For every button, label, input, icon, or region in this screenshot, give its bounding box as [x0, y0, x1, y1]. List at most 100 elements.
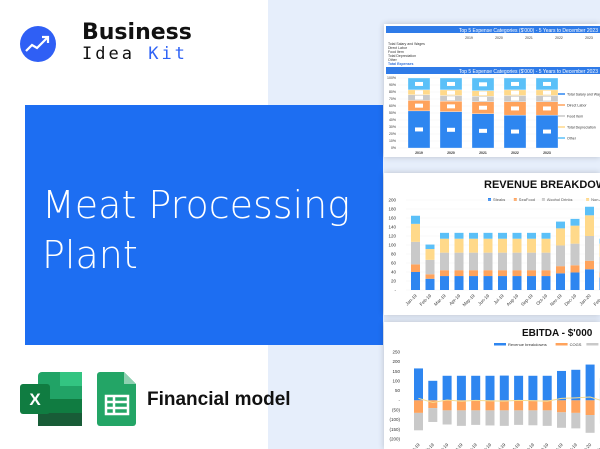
bar-segment [440, 238, 449, 253]
bar-segment [527, 270, 536, 277]
data-label-box [479, 105, 487, 110]
bar-segment [512, 232, 522, 239]
bar-segment [411, 241, 420, 265]
bar-cogs [514, 400, 524, 411]
bar-opex [542, 410, 552, 426]
y-tick: 100 [392, 379, 400, 384]
y-tick: (200) [389, 437, 400, 442]
bar-segment [570, 243, 580, 266]
legend-label: Steaks [493, 197, 505, 202]
bar-opex [485, 410, 495, 426]
bar-segment [556, 228, 565, 246]
bar-segment [425, 244, 435, 250]
bar-cogs [528, 400, 538, 411]
bar-cogs [414, 400, 423, 413]
bar-opex [442, 410, 452, 425]
bar-cogs [428, 400, 438, 409]
table-row-label: Total Depreciation [388, 54, 416, 58]
brand-kit: Kit [148, 44, 188, 64]
bar-revenue [571, 369, 581, 401]
expense-chart: Top 5 Expense Categories ($'000) - 5 Yea… [386, 26, 600, 155]
x-tick: 2020 [447, 151, 455, 155]
y-tick: 160 [388, 216, 396, 221]
table-row-label: Total Expenses [388, 62, 413, 66]
bar-segment [556, 221, 565, 229]
y-tick: 100% [387, 76, 396, 80]
x-tick: Jan-20 [578, 293, 592, 307]
y-tick: 100 [388, 243, 396, 248]
bar-segment [440, 232, 449, 239]
legend-label: SeaFood [519, 197, 535, 202]
excel-icon: X [20, 372, 82, 426]
bar-cogs [571, 400, 581, 413]
y-tick: 40% [389, 118, 396, 122]
bar-segment [425, 259, 435, 275]
table-year: 2021 [525, 36, 533, 40]
bar-segment [498, 238, 507, 253]
table-row-label: Food Item [388, 50, 404, 54]
legend-label: COGS [570, 342, 582, 347]
x-tick: 2021 [479, 151, 487, 155]
chart-title: EBITDA - $'000 [522, 328, 593, 339]
bar-segment [440, 252, 449, 271]
bar-segment [541, 276, 551, 290]
bar-segment [512, 238, 522, 253]
bar-revenue [557, 370, 566, 401]
bar-revenue [499, 375, 509, 401]
bar-segment [483, 238, 493, 253]
bar-segment [541, 270, 551, 277]
data-label-box [447, 90, 455, 95]
bar-revenue [442, 375, 452, 401]
bar-revenue [514, 375, 524, 401]
chart-title: REVENUE BREAKDOWN - $'000 [484, 179, 600, 191]
bar-segment [556, 245, 565, 267]
bar-cogs [585, 400, 595, 416]
legend-label: Alcohol Drinks [547, 197, 573, 202]
bar-segment [469, 232, 478, 239]
bar-segment [570, 265, 580, 273]
bar-revenue [428, 380, 438, 401]
x-tick: Aug-19 [505, 293, 519, 307]
expense-chart-panel: Top 5 Expense Categories ($'000) - 5 Yea… [384, 24, 600, 157]
bar-segment [411, 215, 420, 224]
x-tick: 2022 [511, 151, 519, 155]
data-label-box [543, 90, 551, 95]
revenue-chart: REVENUE BREAKDOWN - $'000 Steaks SeaFood Al… [388, 179, 600, 307]
bar-segment [585, 269, 594, 290]
data-label-box [479, 91, 487, 96]
bar-segment [541, 232, 551, 239]
bar-segment [512, 276, 522, 290]
bar-segment [585, 260, 594, 270]
data-label-box [447, 104, 455, 109]
x-tick: Feb-19 [421, 442, 435, 449]
y-tick: 80 [391, 252, 397, 257]
bar-cogs [557, 400, 566, 413]
y-tick: 60% [389, 104, 396, 108]
bar-segment [585, 206, 594, 216]
financial-model-label: Financial model [147, 389, 291, 410]
data-label-box [415, 81, 423, 86]
bar-revenue [471, 375, 481, 401]
x-tick: 2023 [543, 151, 551, 155]
data-label-box [447, 127, 455, 132]
revenue-chart-panel: REVENUE BREAKDOWN - $'000 Steaks SeaFood Al… [384, 173, 600, 315]
legend-label: Other [567, 136, 577, 140]
bar-segment [454, 238, 464, 253]
bar-segment [454, 270, 464, 277]
x-tick: May-19 [462, 293, 476, 307]
y-tick: 120 [388, 234, 396, 239]
legend-label: Total Salary and Wages [567, 92, 600, 96]
legend-swatch [555, 343, 568, 346]
data-label-box [511, 81, 519, 86]
x-tick: Mar-19 [433, 293, 447, 307]
bar-segment [469, 276, 478, 290]
bar-segment [469, 252, 478, 271]
data-label-box [479, 82, 487, 87]
y-tick: (100) [389, 417, 400, 422]
data-label-box [479, 97, 487, 101]
bar-segment [541, 238, 551, 253]
x-tick: Nov-19 [549, 293, 563, 307]
data-label-box [479, 128, 487, 133]
data-label-box [543, 81, 551, 86]
